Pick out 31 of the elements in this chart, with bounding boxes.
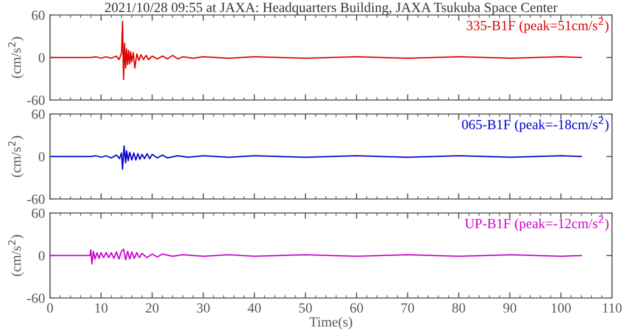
x-tick-label: 0 [47,303,53,313]
y-axis-title: (cm/s$^{2}$) [8,136,24,177]
annotation: 335-B1F (peak=51cm/s$^{2}$) [466,18,609,34]
line-series [50,145,582,170]
annotation: 065-B1F (peak=-18cm/s$^{2}$) [462,116,609,132]
x-tick-label: 30 [196,303,210,313]
line-series [50,248,582,265]
x-axis-title: Time(s) [310,316,352,330]
x-tick-label: 60 [350,303,363,313]
y-tick-label: 60 [32,208,45,218]
x-tick-label: 40 [248,303,261,313]
x-tick-label: 70 [402,303,414,313]
x-tick-label: 10 [95,303,108,313]
x-tick-label: 100 [552,303,571,313]
y-tick-label: 0 [38,53,45,62]
y-tick-label: 0 [38,251,45,260]
y-tick-label: -60 [27,194,45,204]
x-tick-label: 90 [503,303,516,313]
x-tick-label: 20 [146,303,159,313]
chart-title: 2021/10/28 09:55 at JAXA: Headquarters Building, JAXA Tsukuba Space Center [105,2,558,15]
x-tick-label: 50 [299,303,312,313]
y-axis-title: (cm/s$^{2}$) [8,235,24,276]
y-tick-label: 60 [32,110,45,119]
x-tick-label: 80 [452,303,466,313]
y-tick-label: 0 [38,152,45,162]
x-tick-label: 110 [603,303,622,313]
y-tick-label: 60 [32,10,45,20]
y-tick-label: -60 [27,96,45,105]
annotation: UP-B1F (peak=-12cm/s$^{2}$) [464,216,609,232]
y-tick-label: -60 [27,294,45,303]
y-axis-title: (cm/s$^{2}$) [8,37,24,78]
